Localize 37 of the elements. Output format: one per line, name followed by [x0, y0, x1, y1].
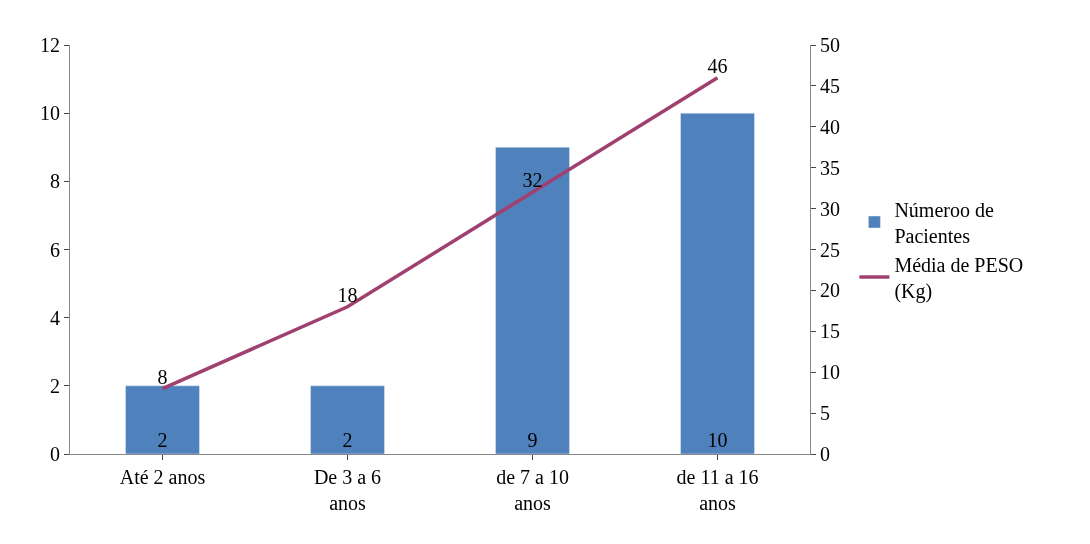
- y-tick-label: 12: [40, 34, 60, 56]
- data-label: 9: [527, 429, 538, 451]
- x-tick-label: De 3 a 6 anos: [313, 466, 382, 514]
- y-tick-label: 2: [50, 374, 60, 397]
- legend-label: Média de PESO (Kg): [894, 253, 1024, 303]
- bar: [310, 385, 385, 454]
- data-label: 10: [707, 429, 728, 451]
- y-tick-label: 0: [50, 443, 60, 465]
- data-label: 2: [157, 429, 168, 451]
- bar: [680, 112, 755, 454]
- y2-tick-label: 30: [820, 197, 840, 220]
- data-label: 2: [342, 429, 353, 451]
- y2-tick-label: 10: [820, 361, 840, 384]
- data-label: 18: [337, 283, 358, 306]
- y-tick-label: 6: [50, 238, 60, 261]
- data-label: 8: [157, 365, 168, 388]
- y-tick-label: 4: [50, 306, 60, 329]
- x-tick-label: de 7 a 10 anos: [496, 466, 569, 514]
- y2-tick-label: 0: [820, 443, 830, 465]
- x-tick-label: Até 2 anos: [119, 466, 206, 488]
- y2-tick-label: 25: [820, 238, 840, 261]
- y-tick-label: 8: [50, 170, 60, 193]
- y-tick-label: 10: [40, 102, 60, 125]
- y2-tick-label: 45: [820, 74, 840, 97]
- y2-tick-label: 15: [820, 320, 840, 343]
- y2-tick-label: 20: [820, 279, 840, 302]
- data-label: 46: [707, 54, 728, 77]
- y2-tick-label: 50: [820, 34, 840, 56]
- legend-label: Númeroo de Pacientes: [894, 198, 994, 247]
- x-tick-label: de 11 a 16 anos: [676, 466, 759, 514]
- y2-tick-label: 5: [820, 402, 830, 425]
- y2-tick-label: 35: [820, 156, 840, 179]
- data-label: 32: [522, 169, 543, 192]
- y2-tick-label: 40: [820, 115, 840, 138]
- line-series: [160, 75, 720, 391]
- bar: [125, 385, 200, 454]
- bar: [495, 147, 570, 454]
